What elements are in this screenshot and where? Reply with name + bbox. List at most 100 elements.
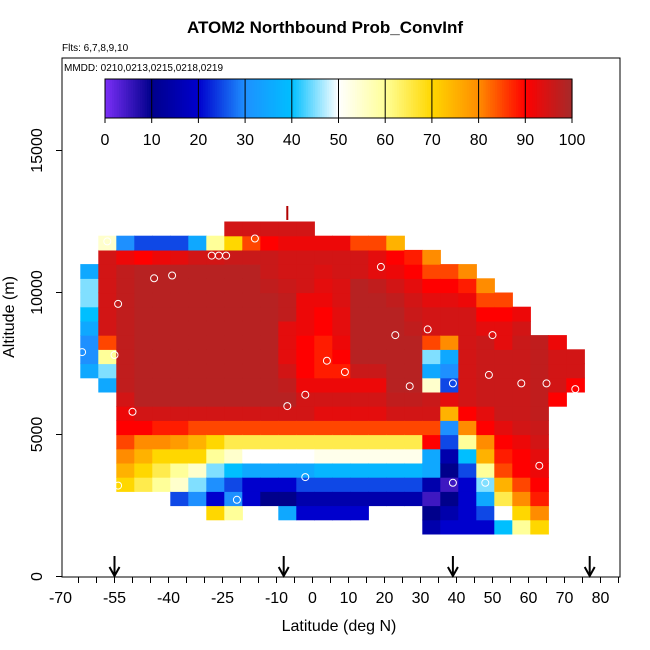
colorbar-tick-label: 40 — [283, 132, 301, 149]
heat-cell — [278, 377, 297, 393]
heat-cell — [206, 420, 225, 436]
heat-cell — [116, 406, 135, 421]
colorbar-segment — [445, 79, 449, 118]
profile-circle — [150, 274, 159, 283]
heat-cell — [494, 491, 513, 507]
heat-cell — [386, 434, 405, 450]
heat-cell — [458, 292, 477, 308]
heat-cell — [224, 264, 243, 279]
heat-cell — [242, 278, 261, 294]
heat-cell — [530, 335, 549, 350]
heat-cell — [188, 278, 207, 294]
heat-cell — [98, 278, 117, 294]
heat-cell — [314, 363, 333, 379]
heat-cell — [242, 320, 261, 336]
colorbar-segment — [480, 79, 484, 118]
heat-cell — [224, 278, 243, 294]
heat-cell — [134, 434, 153, 450]
heat-cell — [260, 391, 279, 407]
heat-cell — [386, 420, 405, 436]
colorbar-segment — [333, 79, 337, 118]
heat-cell — [260, 420, 279, 436]
heat-cell — [548, 349, 567, 365]
heat-cell — [440, 448, 459, 464]
profile-circle — [423, 325, 432, 334]
heat-cell — [80, 306, 99, 322]
heat-cell — [134, 306, 153, 322]
colorbar-segment — [546, 79, 550, 118]
heat-cell — [350, 235, 369, 251]
x-tick-label: 0 — [308, 590, 317, 607]
heat-cell — [278, 391, 297, 407]
heat-cell — [332, 278, 351, 294]
colorbar-segment — [396, 79, 400, 118]
heat-cell — [170, 420, 189, 436]
heat-cell — [368, 235, 387, 251]
heat-cell — [404, 278, 423, 294]
heat-cell — [98, 292, 117, 308]
colorbar-segment — [520, 79, 524, 118]
colorbar-segment — [567, 79, 571, 118]
colorbar-segment — [121, 79, 125, 118]
heat-cell — [494, 519, 513, 535]
heat-cell — [422, 363, 441, 379]
colorbar-tick-label: 0 — [101, 132, 110, 149]
heat-cell — [404, 491, 423, 507]
y-tick-label: 0 — [29, 572, 46, 581]
heat-cell — [332, 434, 351, 450]
colorbar-segment — [417, 79, 421, 118]
heat-cell — [386, 363, 405, 379]
heat-cell — [224, 420, 243, 436]
heat-cell — [368, 448, 387, 464]
heat-cell — [494, 434, 513, 450]
heat-cell — [530, 420, 549, 436]
colorbar-segment — [105, 79, 108, 118]
colorbar-segment — [466, 79, 470, 118]
colorbar-segment — [469, 79, 473, 118]
colorbar-segment — [499, 79, 503, 118]
colorbar-segment — [436, 79, 440, 118]
profile-circle — [67, 271, 76, 280]
heat-cell — [188, 349, 207, 365]
colorbar-segment — [191, 79, 195, 118]
heat-cell — [296, 349, 315, 365]
heat-cell — [242, 462, 261, 478]
profile-circle — [405, 566, 414, 575]
profile-circle — [488, 331, 497, 340]
colorbar-segment — [534, 79, 538, 118]
colorbar-segment — [329, 79, 333, 118]
heat-cell — [260, 462, 279, 478]
heat-cell — [314, 292, 333, 308]
heat-cell — [278, 235, 297, 251]
heat-cell — [512, 306, 531, 322]
heat-cell — [314, 434, 333, 450]
heat-cell — [350, 377, 369, 393]
heat-cell — [512, 363, 531, 379]
heat-cell — [188, 477, 207, 492]
profile-circle — [103, 237, 112, 246]
heat-cell — [260, 377, 279, 393]
heat-cell — [206, 491, 225, 507]
heat-cell — [206, 363, 225, 379]
colorbar-segment — [483, 79, 487, 118]
heat-cell — [224, 391, 243, 407]
profile-circle — [376, 262, 385, 271]
heat-cell — [314, 391, 333, 407]
heat-cell — [260, 477, 279, 492]
heat-cell — [548, 335, 567, 350]
profile-circle — [535, 561, 544, 570]
heat-cell — [80, 349, 99, 365]
heat-cell — [206, 462, 225, 478]
heat-cell — [296, 377, 315, 393]
heat-cell — [206, 235, 225, 251]
y-axis: 0 5000 10000 15000 — [29, 128, 62, 581]
heat-cell — [512, 505, 531, 521]
heat-cell — [404, 377, 423, 393]
heat-cell — [260, 221, 279, 237]
profile-circle — [484, 370, 493, 379]
heat-cell — [332, 505, 351, 521]
colorbar-segment — [298, 79, 302, 118]
colorbar-segment — [317, 79, 321, 118]
colorbar-segment — [459, 79, 463, 118]
heat-cell — [224, 363, 243, 379]
